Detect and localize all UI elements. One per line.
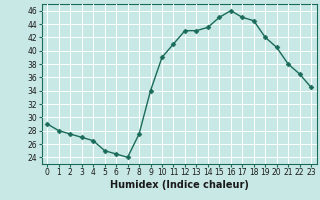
X-axis label: Humidex (Indice chaleur): Humidex (Indice chaleur) <box>110 180 249 190</box>
